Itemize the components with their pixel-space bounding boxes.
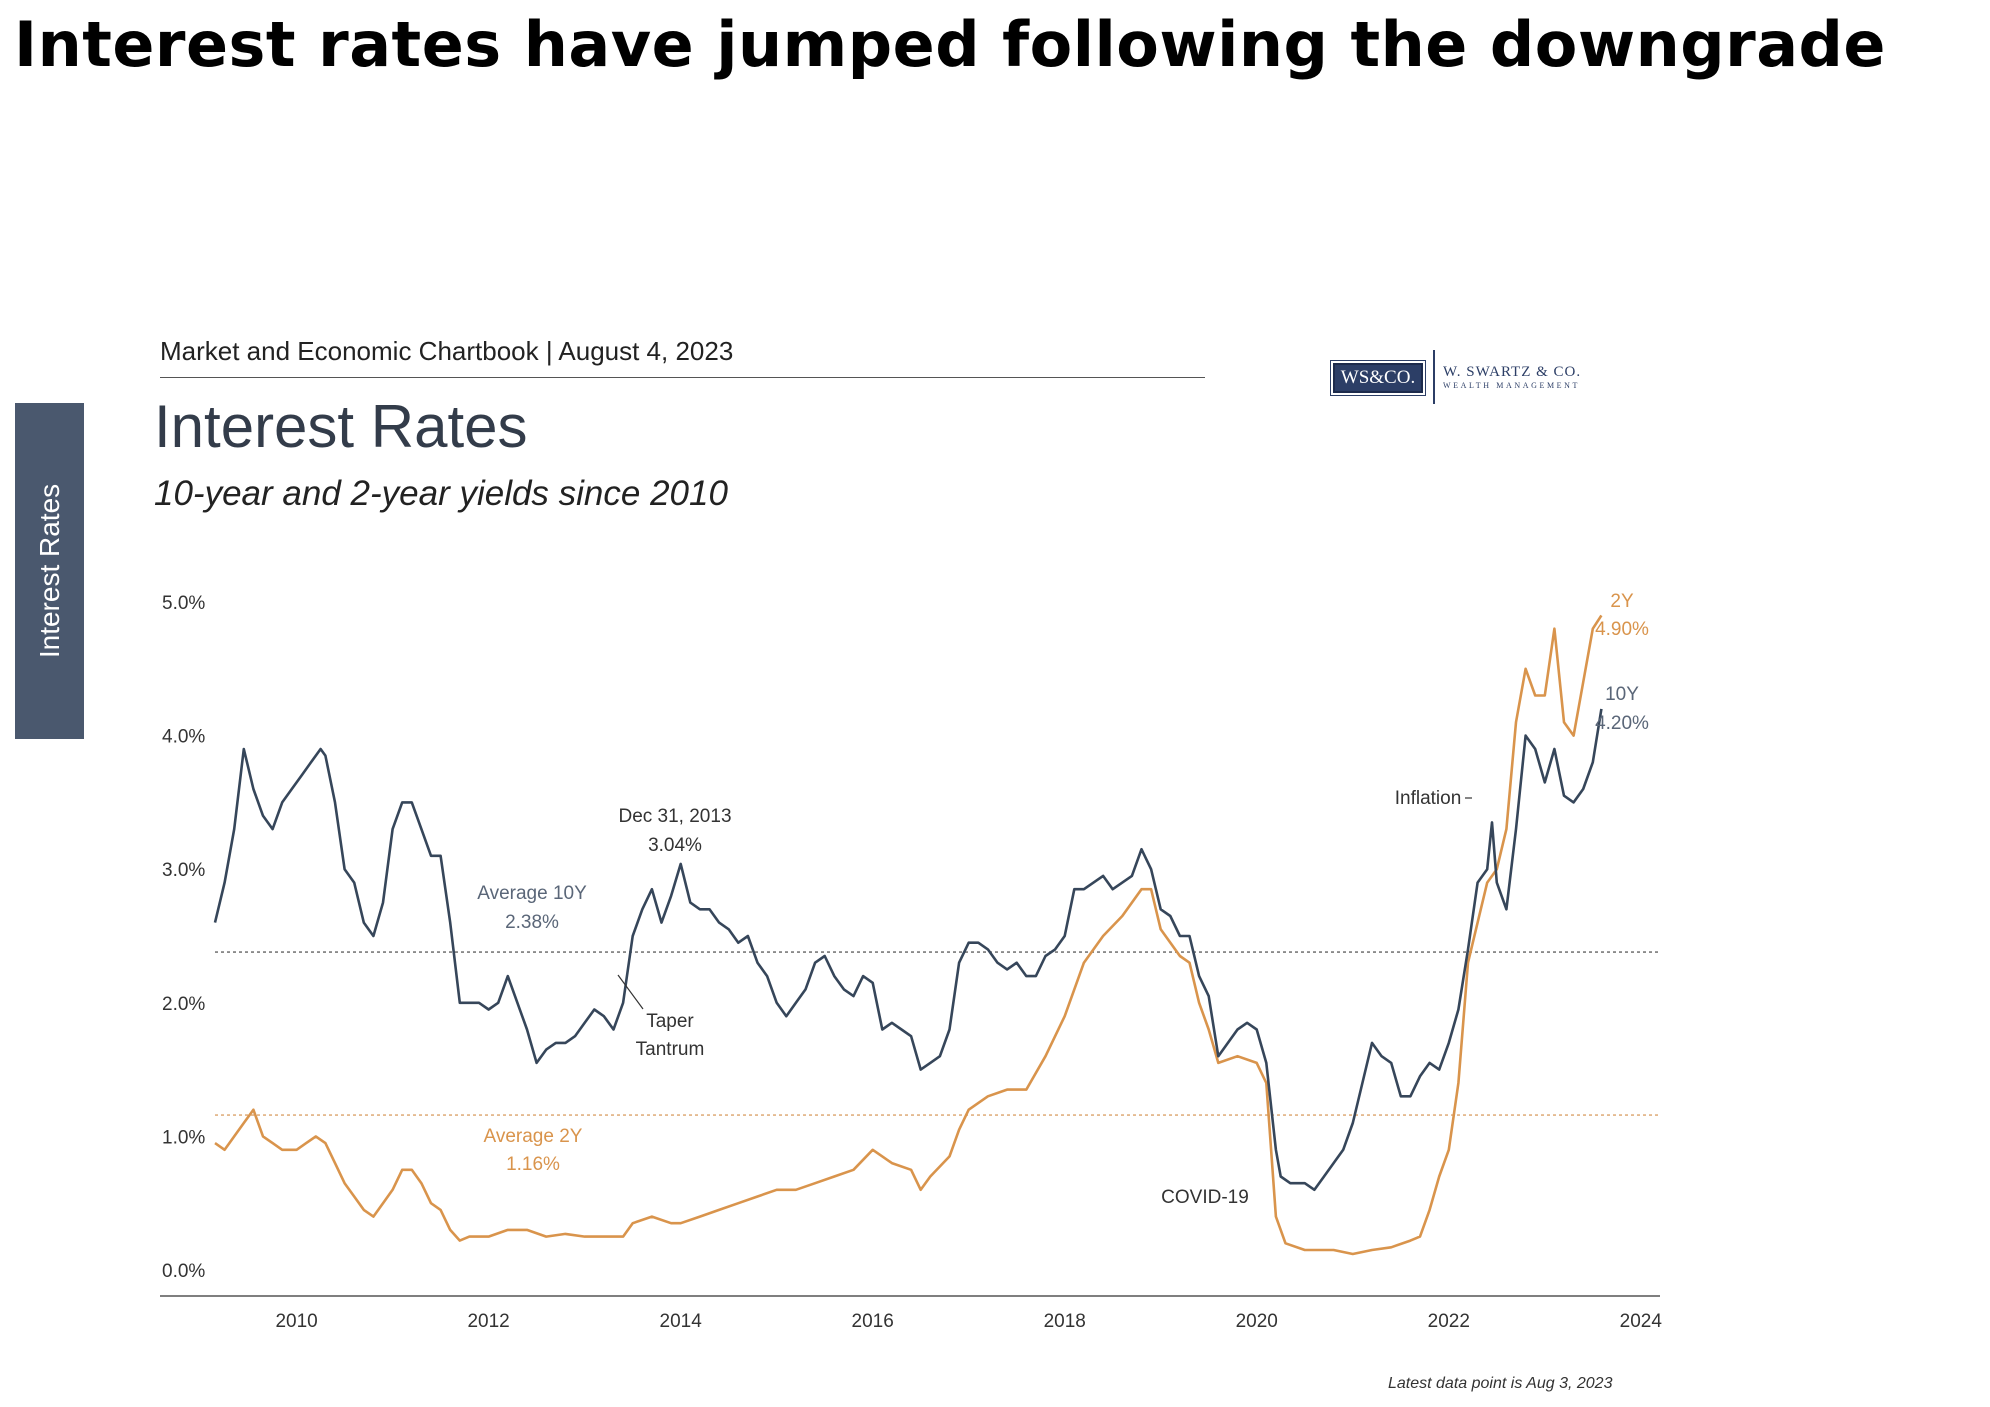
- x-tick-label-2012: 2012: [467, 1311, 509, 1332]
- side-tab: Interest Rates: [15, 403, 84, 739]
- series-2y-line: [214, 614, 1603, 1256]
- y-tick-label-3: 3.0%: [162, 860, 205, 881]
- y-tick-label-0: 0.0%: [162, 1261, 205, 1282]
- avg10-annotation-title: Average 10Y: [477, 883, 587, 904]
- x-tick-label-2018: 2018: [1044, 1311, 1086, 1332]
- x-tick-label-2014: 2014: [660, 1311, 703, 1332]
- chart-title: Interest Rates: [154, 393, 528, 460]
- dec-2013-annotation-value: 3.04%: [648, 835, 702, 856]
- avg10-annotation-value: 2.38%: [505, 912, 559, 933]
- avg2-annotation-title: Average 2Y: [484, 1126, 583, 1147]
- logo-separator: [1433, 350, 1435, 404]
- end-10y-value: 4.20%: [1595, 713, 1649, 734]
- y-tick-label-2: 2.0%: [162, 994, 205, 1015]
- y-tick-label-4: 4.0%: [162, 727, 205, 748]
- series-10y-line: [213, 708, 1603, 1192]
- dec-2013-annotation-title: Dec 31, 2013: [618, 806, 731, 827]
- taper-annotation-line2: Tantrum: [636, 1039, 705, 1060]
- x-tick-label-2010: 2010: [275, 1311, 317, 1332]
- headline: Interest rates have jumped following the…: [14, 8, 1886, 81]
- chartbook-header: Market and Economic Chartbook | August 4…: [160, 336, 734, 366]
- chart-subtitle: 10-year and 2-year yields since 2010: [154, 474, 728, 513]
- covid-annotation: COVID-19: [1161, 1187, 1249, 1208]
- inflation-annotation: Inflation: [1395, 788, 1462, 809]
- logo-mark: WS&CO.: [1330, 360, 1426, 396]
- header-rule: [160, 377, 1205, 378]
- end-2y-title: 2Y: [1610, 591, 1634, 612]
- y-tick-label-5: 5.0%: [162, 593, 205, 614]
- x-tick-label-2016: 2016: [852, 1311, 894, 1332]
- x-tick-label-2022: 2022: [1428, 1311, 1470, 1332]
- avg2-annotation-value: 1.16%: [506, 1154, 560, 1175]
- logo-tagline: WEALTH MANAGEMENT: [1443, 381, 1581, 390]
- x-tick-label-2020: 2020: [1236, 1311, 1278, 1332]
- taper-annotation-line1: Taper: [646, 1011, 694, 1032]
- footnote: Latest data point is Aug 3, 2023: [1388, 1375, 1613, 1392]
- end-10y-title: 10Y: [1605, 684, 1639, 705]
- logo-name: W. SWARTZ & CO.: [1443, 364, 1582, 380]
- taper-tantrum-leader: [617, 974, 644, 1010]
- x-tick-label-2024: 2024: [1620, 1311, 1663, 1332]
- end-2y-value: 4.90%: [1595, 619, 1649, 640]
- y-tick-label-1: 1.0%: [162, 1127, 205, 1148]
